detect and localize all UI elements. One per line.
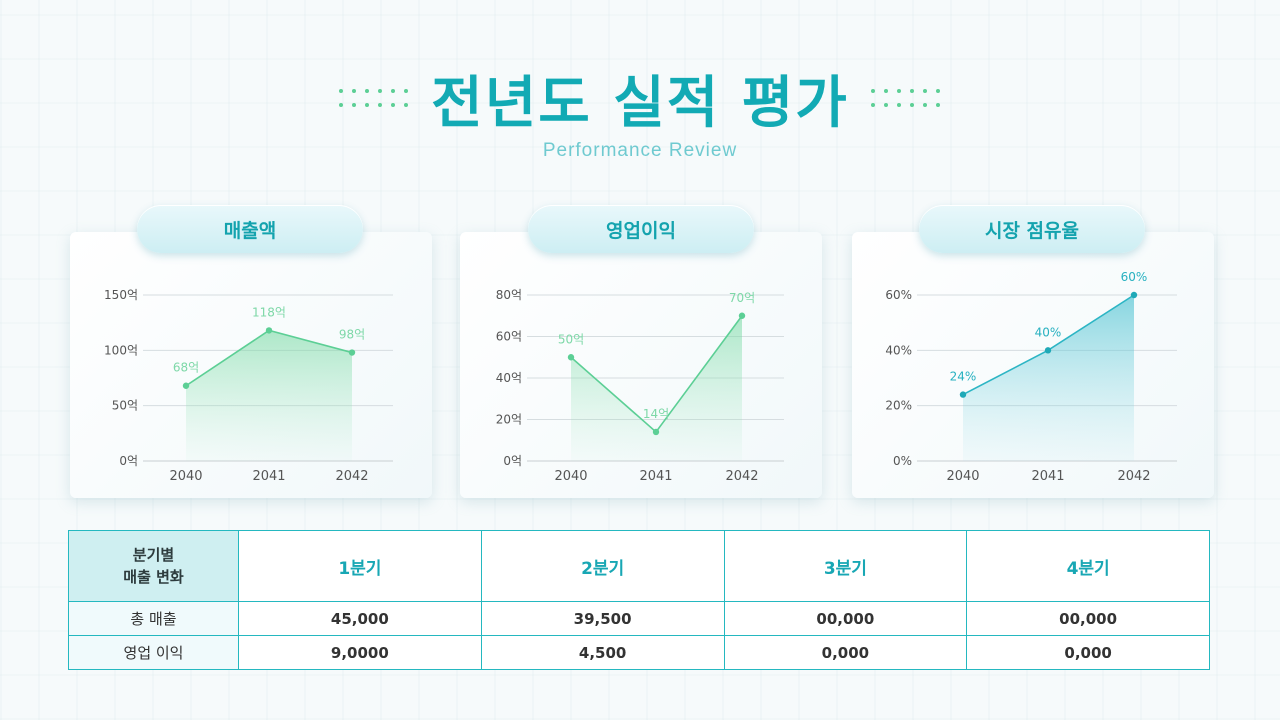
x-tick-label: 2042: [1117, 469, 1150, 484]
area-fill: [186, 330, 352, 461]
chart-title-market-share: 시장 점유율: [919, 205, 1145, 253]
data-point: [348, 349, 356, 356]
y-tick-label: 40%: [885, 343, 912, 357]
y-tick-label: 60%: [885, 288, 912, 302]
y-tick-label: 80억: [496, 288, 522, 302]
x-tick-label: 2040: [946, 469, 979, 484]
cell-value: 45,000: [238, 601, 482, 636]
y-tick-label: 40억: [496, 371, 522, 385]
data-label: 50억: [558, 332, 584, 346]
data-label: 60%: [1121, 270, 1148, 284]
y-tick-label: 0억: [503, 454, 522, 468]
data-label: 98억: [339, 328, 365, 342]
area-fill: [571, 315, 742, 461]
row-label-total-sales: 총 매출: [68, 601, 239, 636]
table-row: 영업 이익 9,0000 4,500 0,000 0,000: [68, 635, 1210, 670]
page-subtitle: Performance Review: [542, 140, 738, 161]
dots-decoration-right: [870, 88, 941, 108]
y-tick-label: 20억: [496, 413, 522, 427]
data-label: 24%: [950, 370, 977, 384]
data-point: [1044, 347, 1052, 354]
x-tick-label: 2042: [725, 469, 758, 484]
quarterly-table: 분기별 매출 변화 1분기 2분기 3분기 4분기 총 매출 45,000 39…: [68, 529, 1210, 670]
title-bar: 전년도 실적 평가: [0, 58, 1280, 138]
data-label: 118억: [252, 305, 286, 319]
row-label-operating-profit: 영업 이익: [68, 635, 239, 670]
x-tick-label: 2041: [1031, 469, 1064, 484]
data-label: 70억: [729, 291, 755, 305]
data-label: 68억: [173, 361, 199, 375]
cell-value: 00,000: [723, 601, 968, 636]
x-tick-label: 2040: [554, 469, 587, 484]
header-q3: 3분기: [723, 529, 968, 603]
data-point: [182, 382, 190, 389]
x-tick-label: 2041: [639, 469, 672, 484]
header-q1: 1분기: [238, 529, 482, 603]
header-q4: 4분기: [966, 529, 1210, 603]
data-label: 14억: [643, 407, 669, 421]
data-point: [265, 327, 273, 334]
y-tick-label: 150억: [104, 288, 138, 302]
table-row: 총 매출 45,000 39,500 00,000 00,000: [68, 601, 1210, 636]
corner-line-2: 매출 변화: [123, 568, 184, 587]
y-tick-label: 60억: [496, 330, 522, 344]
data-point: [738, 312, 746, 319]
table-header-row: 분기별 매출 변화 1분기 2분기 3분기 4분기: [68, 529, 1210, 603]
y-tick-label: 0%: [893, 454, 912, 468]
cell-value: 9,0000: [238, 635, 482, 670]
data-point: [567, 354, 575, 361]
cell-value: 00,000: [966, 601, 1210, 636]
cell-value: 0,000: [966, 635, 1210, 670]
table-corner-cell: 분기별 매출 변화: [68, 529, 239, 603]
data-point: [652, 428, 660, 436]
data-point: [1130, 291, 1138, 299]
data-point: [959, 391, 967, 398]
cell-value: 4,500: [480, 635, 725, 670]
cell-value: 0,000: [723, 635, 968, 670]
page-title: 전년도 실적 평가: [431, 70, 849, 136]
chart-title-operating-profit: 영업이익: [528, 205, 754, 253]
dots-decoration-left: [339, 88, 409, 108]
x-tick-label: 2041: [252, 469, 285, 484]
data-label: 40%: [1035, 325, 1062, 339]
y-tick-label: 100억: [104, 343, 138, 357]
y-tick-label: 50억: [112, 399, 138, 413]
x-tick-label: 2042: [335, 469, 368, 484]
header-q2: 2분기: [480, 529, 725, 603]
cell-value: 39,500: [480, 601, 725, 636]
x-tick-label: 2040: [169, 469, 202, 484]
y-tick-label: 0억: [119, 454, 138, 468]
corner-line-1: 분기별: [132, 545, 175, 564]
area-fill: [963, 295, 1134, 461]
y-tick-label: 20%: [885, 399, 912, 413]
chart-title-sales: 매출액: [137, 205, 363, 253]
